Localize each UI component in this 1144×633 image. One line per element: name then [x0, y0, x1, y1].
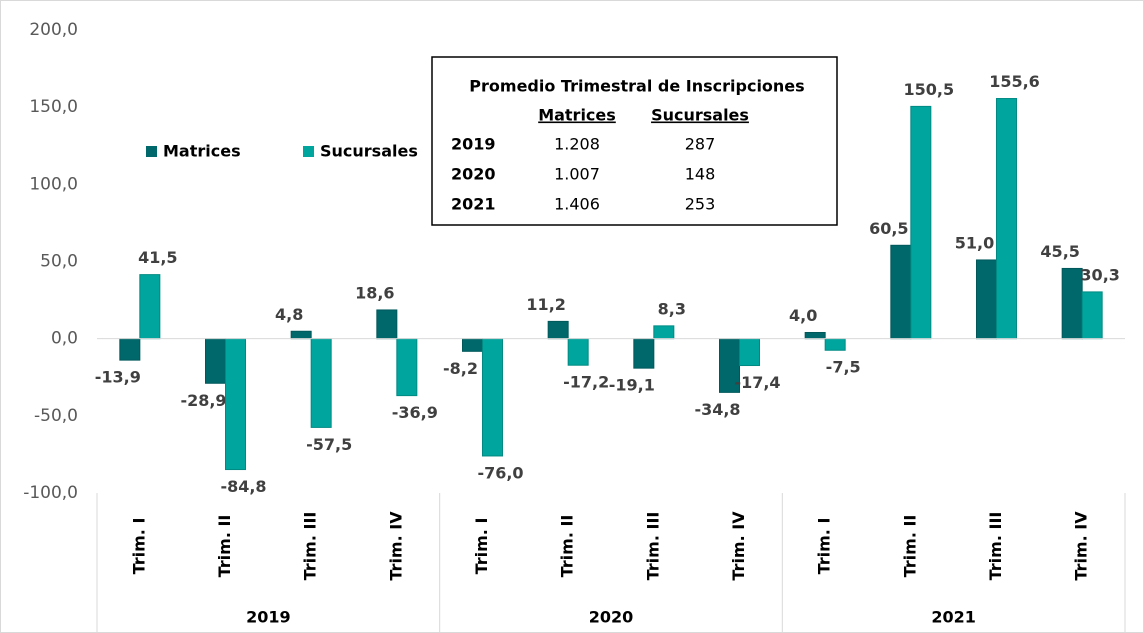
bar: [376, 309, 398, 340]
bar: [1061, 267, 1083, 340]
value-label: 155,6: [989, 72, 1040, 91]
value-label: 4,8: [275, 305, 303, 324]
x-tick-label: Trim. III: [301, 512, 320, 581]
value-label: 51,0: [955, 233, 994, 252]
table-cell: 148: [685, 165, 716, 184]
value-label: -7,5: [826, 358, 861, 377]
y-tick-label: 50,0: [40, 252, 78, 272]
table-cell: 1.208: [554, 135, 600, 154]
table-cell: 287: [685, 135, 716, 154]
table-box: [431, 56, 838, 226]
legend-swatch: [146, 146, 157, 157]
legend-label: Matrices: [163, 142, 241, 161]
table-header: Matrices: [538, 106, 616, 125]
value-label: 8,3: [658, 299, 686, 318]
bar: [310, 338, 332, 428]
x-tick-label: Trim. I: [472, 518, 491, 575]
table-cell: 1.007: [554, 165, 600, 184]
value-label: -57,5: [306, 435, 352, 454]
bar: [482, 338, 503, 457]
y-tick-label: 100,0: [29, 174, 78, 194]
bar: [139, 274, 161, 340]
bar: [462, 338, 483, 352]
value-label: -17,2: [563, 373, 609, 392]
y-tick-label: -50,0: [34, 406, 78, 426]
bar: [910, 105, 932, 340]
value-label: 60,5: [869, 219, 908, 238]
value-label: -28,9: [180, 391, 226, 410]
value-label: 45,5: [1040, 242, 1079, 261]
bar: [890, 244, 912, 340]
bar: [1081, 291, 1103, 340]
x-tick-label: Trim. IV: [386, 511, 405, 581]
value-label: -84,8: [220, 477, 266, 496]
group-label: 2021: [931, 608, 976, 627]
bar: [976, 259, 997, 340]
group-label: 2020: [589, 608, 634, 627]
value-label: -17,4: [734, 373, 780, 392]
value-label: 150,5: [904, 80, 955, 99]
bar: [119, 338, 141, 361]
bar: [824, 338, 846, 351]
x-tick-label: Trim. III: [643, 512, 662, 581]
x-tick-label: Trim. II: [558, 515, 577, 578]
value-label: 30,3: [1080, 265, 1119, 284]
y-tick-label: -100,0: [23, 483, 78, 503]
bar: [225, 338, 246, 471]
group-label: 2019: [246, 608, 291, 627]
table-title: Promedio Trimestral de Inscripciones: [469, 77, 804, 96]
bar: [633, 338, 655, 369]
value-label: -19,1: [609, 376, 655, 395]
x-tick-label: Trim. I: [129, 518, 148, 575]
value-label: 41,5: [138, 248, 177, 267]
value-label: 4,0: [789, 306, 817, 325]
bar: [396, 338, 418, 397]
table-cell: 253: [685, 195, 716, 214]
table-cell: 1.406: [554, 195, 600, 214]
y-tick-label: 150,0: [29, 97, 78, 117]
bar: [205, 338, 226, 384]
table-row-label: 2019: [451, 135, 496, 154]
bar: [653, 325, 675, 340]
x-tick-label: Trim. I: [815, 518, 834, 575]
value-label: -13,9: [95, 368, 141, 387]
legend-swatch: [303, 146, 314, 157]
x-tick-label: Trim. II: [900, 515, 919, 578]
bar: [739, 338, 760, 367]
value-label: 11,2: [526, 295, 565, 314]
y-tick-label: 200,0: [29, 20, 78, 40]
table-row-label: 2020: [451, 165, 496, 184]
x-tick-label: Trim. IV: [729, 511, 748, 581]
value-label: -76,0: [477, 463, 523, 482]
table-header: Sucursales: [651, 106, 749, 125]
bar: [804, 331, 826, 340]
x-tick-label: Trim. IV: [1072, 511, 1091, 581]
bar: [547, 320, 569, 340]
value-label: -34,8: [694, 400, 740, 419]
bar: [290, 330, 312, 340]
legend-label: Sucursales: [320, 142, 418, 161]
value-label: 18,6: [355, 283, 394, 302]
y-tick-label: 0,0: [51, 329, 78, 349]
value-label: -8,2: [443, 359, 478, 378]
bar: [996, 98, 1017, 340]
table-row-label: 2021: [451, 195, 496, 214]
bar: [567, 338, 589, 366]
x-tick-label: Trim. III: [986, 512, 1005, 581]
x-tick-label: Trim. II: [215, 515, 234, 578]
value-label: -36,9: [392, 403, 438, 422]
